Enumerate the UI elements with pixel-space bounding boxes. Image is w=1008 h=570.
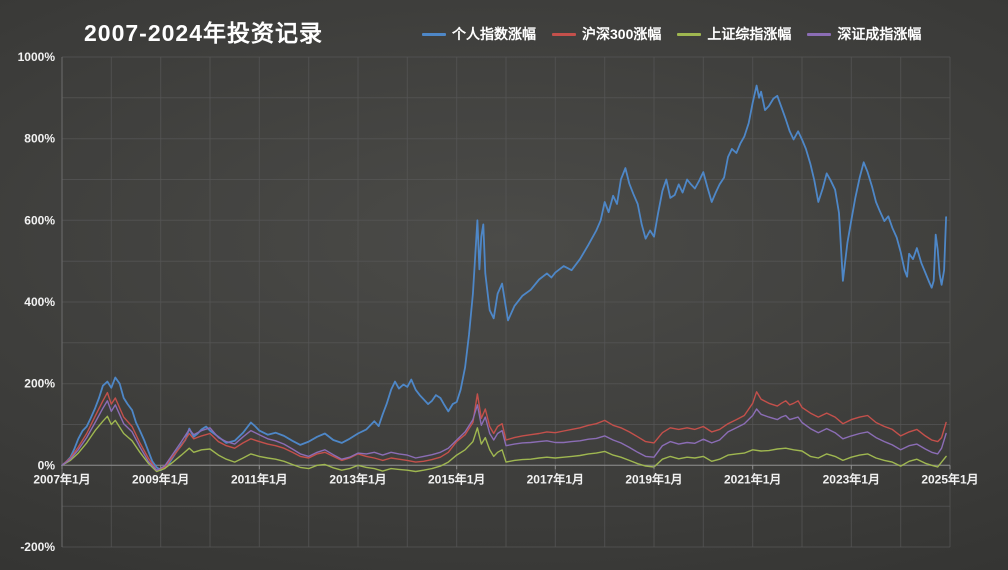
y-tick-label: -200%	[20, 540, 55, 554]
x-tick-label: 2023年1月	[823, 471, 880, 486]
legend-item-csi300: 沪深300涨幅	[552, 24, 661, 44]
x-tick-label: 2017年1月	[527, 471, 584, 486]
series-line-2	[61, 415, 947, 473]
legend-label: 个人指数涨幅	[452, 26, 536, 42]
y-tick-label: 800%	[24, 132, 55, 146]
x-tick-label: 2007年1月	[33, 471, 90, 486]
legend-label: 上证综指涨幅	[707, 26, 792, 42]
x-tick-label: 2019年1月	[625, 471, 682, 486]
x-tick-label: 2025年1月	[921, 471, 978, 486]
series-line-1	[61, 391, 947, 471]
legend-item-personal-index: 个人指数涨幅	[422, 24, 536, 44]
legend-item-szse-component: 深证成指涨幅	[807, 24, 921, 44]
x-tick-label: 2011年1月	[231, 471, 288, 486]
x-tick-label: 2021年1月	[724, 471, 781, 486]
y-tick-label: 400%	[24, 295, 55, 309]
y-tick-label: 1000%	[18, 50, 56, 64]
x-tick-label: 2013年1月	[329, 471, 386, 486]
chart-title: 2007-2024年投资记录	[84, 20, 323, 46]
legend-label: 沪深300涨幅	[582, 26, 662, 42]
x-tick-label: 2009年1月	[132, 471, 189, 486]
y-tick-label: 0%	[38, 458, 56, 472]
legend: 个人指数涨幅 沪深300涨幅 上证综指涨幅 深证成指涨幅	[422, 24, 921, 44]
series-line-3	[61, 400, 947, 471]
y-tick-label: 600%	[24, 213, 55, 227]
legend-line-marker	[422, 32, 446, 36]
legend-label: 深证成指涨幅	[837, 26, 922, 42]
y-tick-label: 200%	[24, 377, 55, 391]
series-line-0	[61, 84, 947, 472]
legend-line-marker	[807, 32, 832, 36]
legend-line-marker	[677, 32, 702, 36]
x-tick-label: 2015年1月	[428, 471, 485, 486]
legend-line-marker	[552, 32, 576, 36]
legend-item-sse-composite: 上证综指涨幅	[677, 24, 791, 44]
